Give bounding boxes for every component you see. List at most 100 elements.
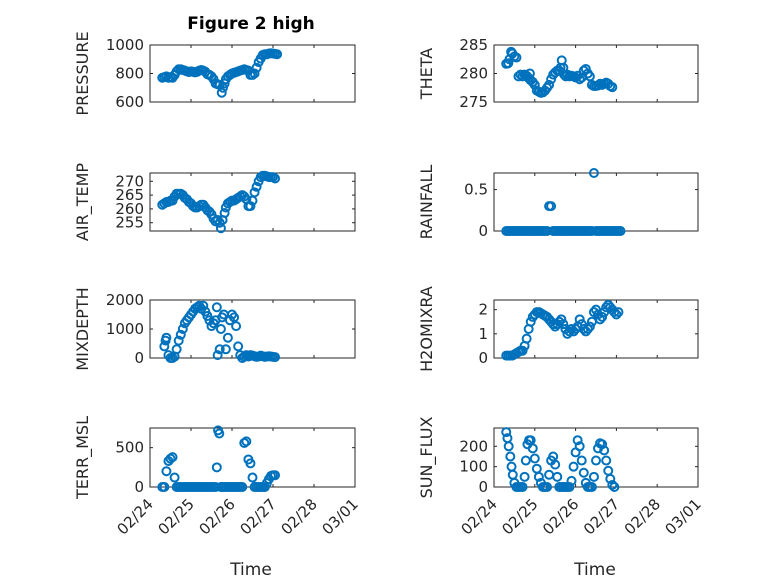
data-point: [525, 316, 536, 327]
x-tick-label: 02/25: [155, 495, 198, 538]
data-point: [599, 445, 610, 456]
data-point: [171, 344, 182, 355]
data-point: [245, 458, 256, 469]
x-tick-label: 02/26: [539, 495, 582, 538]
data-point: [595, 314, 606, 325]
y-tick-label: 285: [459, 36, 488, 54]
data-point: [167, 452, 178, 463]
data-point: [161, 466, 172, 477]
y-tick-label: 500: [115, 439, 144, 457]
data-point: [245, 201, 256, 212]
x-tick-label: 02/24: [114, 495, 157, 538]
series-markers: [501, 168, 626, 236]
data-point: [568, 461, 579, 472]
y-tick-label: 0: [134, 478, 144, 496]
data-point: [220, 344, 231, 355]
y-tick-label: 260: [115, 200, 144, 218]
data-point: [607, 479, 618, 490]
data-point: [270, 173, 281, 184]
data-point: [611, 309, 622, 320]
data-point: [519, 471, 530, 482]
data-point: [574, 314, 585, 325]
subplot-rainfall: 0 0.5 RAINFALL: [417, 165, 699, 240]
data-point: [572, 435, 583, 446]
subplot-pressure: 600 800 1000 PRESSURE: [73, 31, 356, 116]
data-point: [211, 302, 222, 313]
data-point: [520, 455, 531, 466]
data-point: [524, 68, 535, 79]
data-point: [214, 344, 225, 355]
x-tick-label: 03/01: [319, 495, 362, 538]
data-point: [251, 181, 262, 192]
data-point: [578, 467, 589, 478]
y-tick-label: 1: [478, 325, 488, 343]
data-point: [597, 311, 608, 322]
y-tick-label: 800: [115, 65, 144, 83]
y-tick-label: 0: [478, 478, 488, 496]
data-point: [613, 307, 624, 318]
data-point: [198, 300, 209, 311]
data-point: [586, 482, 597, 492]
data-point: [249, 68, 260, 79]
series-markers: [159, 300, 281, 363]
data-point: [216, 87, 227, 98]
y-tick-label: 2000: [106, 291, 144, 309]
data-point: [574, 441, 585, 452]
data-point: [241, 436, 252, 447]
data-point: [503, 441, 514, 452]
data-point: [247, 472, 258, 483]
x-tick-label: 02/28: [621, 495, 664, 538]
data-point: [546, 201, 557, 212]
subplot-theta: 275 280 285 THETA: [417, 36, 699, 111]
y-axis-label: PRESSURE: [73, 31, 92, 115]
data-point: [211, 462, 222, 473]
x-tick-label: 02/26: [196, 495, 239, 538]
data-point: [229, 312, 240, 323]
y-axis-label: H2OMIXRA: [417, 286, 436, 372]
data-point: [591, 455, 601, 466]
series-markers: [501, 427, 620, 492]
data-point: [511, 52, 522, 63]
x-tick-label: 02/28: [278, 495, 321, 538]
data-point: [574, 74, 585, 85]
data-point: [177, 324, 188, 334]
data-point: [215, 324, 226, 334]
y-tick-label: 1000: [106, 320, 144, 338]
y-tick-label: 265: [115, 186, 144, 204]
data-point: [607, 82, 618, 93]
data-point: [517, 345, 528, 356]
y-tick-label: 280: [459, 65, 488, 83]
data-point: [517, 482, 528, 492]
data-point: [527, 443, 538, 454]
data-point: [159, 482, 170, 492]
data-point: [544, 79, 555, 90]
data-point: [505, 451, 516, 462]
data-point: [609, 307, 620, 318]
y-tick-label: 0: [478, 222, 488, 240]
data-point: [552, 471, 563, 482]
x-tick-label: 02/27: [580, 495, 623, 538]
data-point: [173, 335, 184, 346]
data-point: [609, 482, 620, 492]
series-markers: [157, 48, 283, 98]
data-point: [222, 332, 233, 343]
data-point: [529, 453, 540, 464]
data-point: [582, 324, 593, 334]
data-point: [251, 62, 262, 73]
y-tick-label: 270: [115, 172, 144, 190]
data-point: [214, 428, 225, 439]
data-point: [521, 333, 532, 344]
y-tick-label: 600: [115, 93, 144, 111]
data-point: [593, 80, 604, 91]
series-markers: [157, 170, 281, 234]
data-point: [576, 455, 587, 466]
data-point: [249, 187, 260, 198]
axes-box: [493, 172, 699, 232]
data-point: [233, 341, 244, 352]
data-point: [169, 472, 180, 483]
data-point: [558, 319, 569, 330]
